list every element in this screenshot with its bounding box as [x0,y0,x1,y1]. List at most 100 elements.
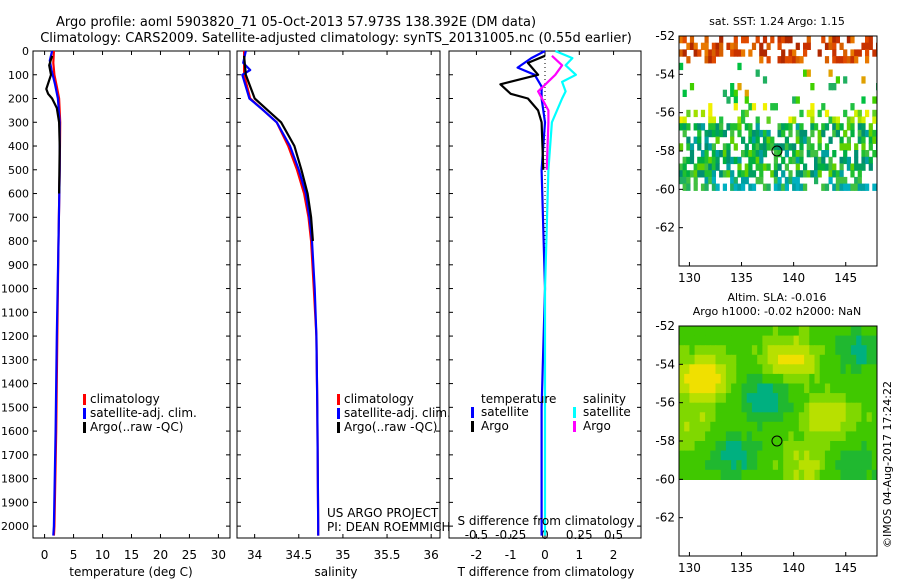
salinity-series [241,50,320,536]
sst-cell [704,143,709,151]
sst-cell [726,163,731,171]
sla-map-subtitle: Argo h1000: -0.02 h2000: NaN [693,305,862,318]
sla-cell [757,421,763,432]
sla-cell [814,373,821,385]
sst-cell [865,109,870,118]
sst-cell [766,183,771,191]
x2-tick-label: -0.5 [465,528,488,542]
sla-cell [850,393,857,404]
sla-cell [861,335,868,346]
sla-cell [824,326,831,337]
sla-cell [835,335,842,346]
sla-cell [830,441,836,452]
sla-cell [699,441,706,452]
sla-map-title: Altim. SLA: -0.016 [727,291,826,304]
sst-cell [857,129,862,138]
sst-cell [719,36,724,44]
sst-cell [854,183,859,191]
sla-cell [746,335,753,346]
sla-cell [689,402,696,413]
sla-cell [762,460,769,471]
sla-cell [809,383,816,394]
sst-cell [755,129,760,138]
sst-cell [679,170,684,178]
sst-cell [821,123,826,131]
sst-cell [817,109,822,118]
sst-cell [854,163,859,171]
sst-cell [781,49,786,57]
sst-cell [715,183,720,191]
sla-cell [746,460,753,471]
sla-cell [856,364,862,375]
sst-cell [861,150,866,158]
sst-cell [843,49,848,57]
sla-cell [830,364,836,375]
sst-cell [821,129,826,138]
sla-cell [757,450,763,461]
sst-cell [868,163,873,171]
sla-cell [856,469,862,480]
sla-cell [778,345,784,356]
sla-cell [819,412,826,423]
sla-cell [684,373,690,385]
sla-cell [814,431,821,442]
sla-cell [725,364,732,375]
sla-cell [751,431,758,442]
sst-cell [850,163,855,171]
sla-cell [778,383,784,394]
sla-cell [809,450,816,461]
sst-cell [817,170,822,178]
sst-cell [784,56,789,64]
sla-cell [798,326,805,337]
sla-cell [710,450,717,461]
sla-cell [699,450,706,461]
sst-cell [795,123,800,131]
sla-cell [788,431,795,442]
sst-cell [792,49,797,57]
sla-cell [778,412,784,423]
sst-cell [744,109,749,118]
sla-cell [705,421,711,432]
sla-cell [772,345,779,356]
sla-cell [856,431,862,442]
sla-cell [861,421,868,432]
sla-cell [783,460,789,471]
sla-cell [850,364,857,375]
sla-cell [804,326,810,337]
sla-cell [757,393,763,404]
legend-label: satellite-adj. clim. [90,406,197,420]
sst-cell [744,36,749,44]
sla-cell [731,421,737,432]
sla-cell [720,393,727,404]
sla-cell [856,326,862,337]
legend-label: climatology [90,392,160,406]
sst-cell [708,156,713,165]
sst-cell [748,156,753,165]
sla-cell [798,431,805,442]
sst-cell [843,183,848,191]
legend-swatch-argo [83,422,86,433]
sla-cell [809,421,816,432]
sla-cell [762,402,769,413]
sla-cell [741,335,748,346]
sla-cell [731,364,737,375]
sst-cell [689,156,695,165]
sla-cell [762,345,769,356]
map-y-tick-label: -54 [655,67,675,81]
sla-cell [699,460,706,471]
sla-cell [861,450,868,461]
sla-cell [804,460,810,471]
sst-cell [686,170,691,178]
sst-cell [722,129,727,138]
sla-cell [830,345,836,356]
sst-cell [759,56,764,64]
sst-cell [792,143,797,151]
sla-cell [689,431,696,442]
sla-cell [850,431,857,442]
sla-cell [809,354,816,365]
sst-cell [744,163,749,171]
sla-cell [705,335,711,346]
sla-cell [850,326,857,337]
sla-cell [793,431,800,442]
sla-cell [725,345,732,356]
